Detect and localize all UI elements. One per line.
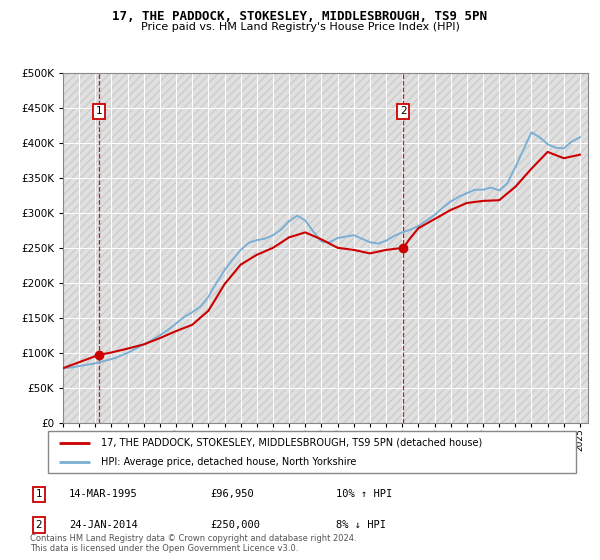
FancyBboxPatch shape xyxy=(48,431,576,473)
Text: 17, THE PADDOCK, STOKESLEY, MIDDLESBROUGH, TS9 5PN: 17, THE PADDOCK, STOKESLEY, MIDDLESBROUG… xyxy=(113,10,487,23)
Text: 24-JAN-2014: 24-JAN-2014 xyxy=(69,520,138,530)
Text: 1: 1 xyxy=(35,489,43,499)
Text: HPI: Average price, detached house, North Yorkshire: HPI: Average price, detached house, Nort… xyxy=(101,457,356,467)
Text: 2: 2 xyxy=(35,520,43,530)
Text: Contains HM Land Registry data © Crown copyright and database right 2024.
This d: Contains HM Land Registry data © Crown c… xyxy=(30,534,356,553)
Text: Price paid vs. HM Land Registry's House Price Index (HPI): Price paid vs. HM Land Registry's House … xyxy=(140,22,460,32)
Text: £250,000: £250,000 xyxy=(210,520,260,530)
Text: £96,950: £96,950 xyxy=(210,489,254,499)
Text: 17, THE PADDOCK, STOKESLEY, MIDDLESBROUGH, TS9 5PN (detached house): 17, THE PADDOCK, STOKESLEY, MIDDLESBROUG… xyxy=(101,437,482,447)
Text: 14-MAR-1995: 14-MAR-1995 xyxy=(69,489,138,499)
Text: 2: 2 xyxy=(400,106,407,116)
Text: 8% ↓ HPI: 8% ↓ HPI xyxy=(336,520,386,530)
Text: 10% ↑ HPI: 10% ↑ HPI xyxy=(336,489,392,499)
Text: 1: 1 xyxy=(95,106,102,116)
